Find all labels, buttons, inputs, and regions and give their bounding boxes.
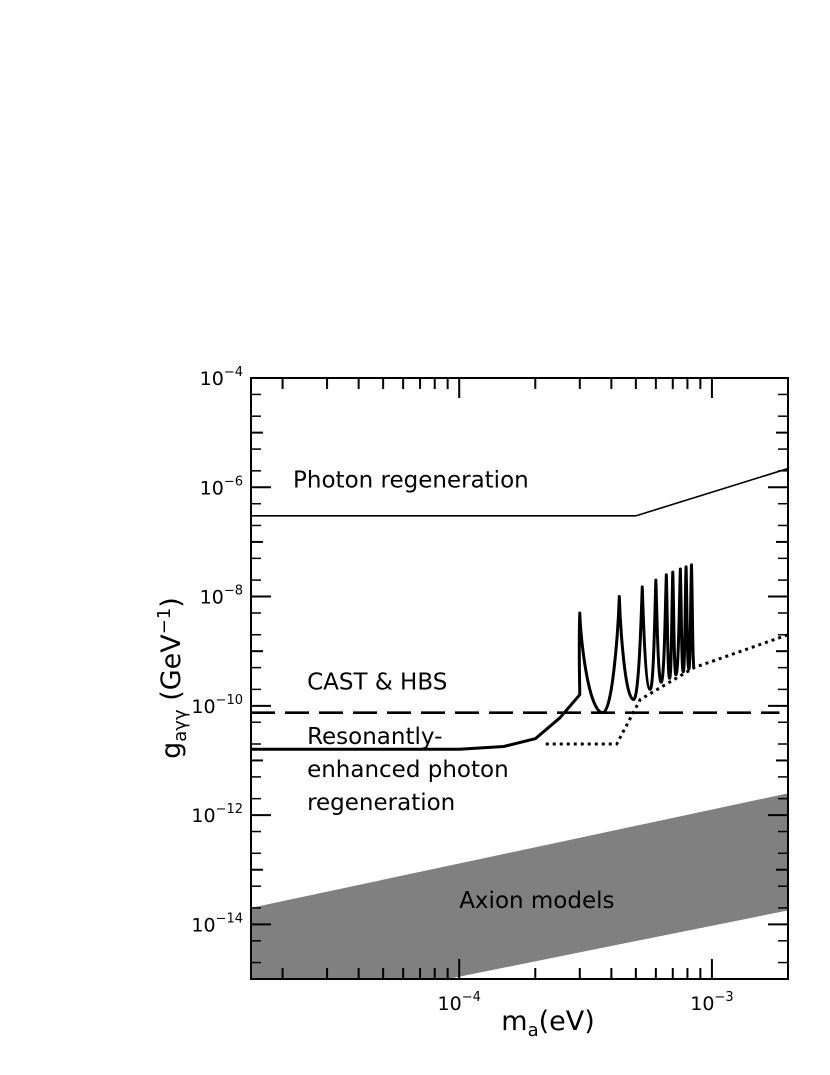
x-axis-title: ma(eV) xyxy=(501,1006,595,1041)
y-tick-label: 10−14 xyxy=(191,911,243,936)
chart-annotation: regeneration xyxy=(307,790,455,816)
chart-annotation: Axion models xyxy=(459,888,614,914)
chart-annotation: enhanced photon xyxy=(307,757,509,783)
y-tick-label: 10−12 xyxy=(191,802,243,827)
chart-annotation: Resonantly- xyxy=(307,724,442,750)
dotted-sensitivity-line xyxy=(545,633,788,746)
x-tick-label: 10−4 xyxy=(438,990,481,1015)
plot-frame xyxy=(250,377,789,980)
y-tick-label: 10−6 xyxy=(200,474,243,499)
x-tick-label: 10−3 xyxy=(690,990,733,1015)
y-tick-label: 10−4 xyxy=(200,365,243,390)
y-tick-label: 10−10 xyxy=(191,693,243,718)
photon-regeneration-line xyxy=(251,467,788,517)
chart-annotation: CAST & HBS xyxy=(307,669,447,695)
axion-models-band xyxy=(251,793,788,979)
resonant-regeneration-line xyxy=(251,563,696,751)
y-tick-label: 10−8 xyxy=(200,584,243,609)
y-axis-title: gaγγ (GeV−1) xyxy=(154,597,191,759)
chart-annotation: Photon regeneration xyxy=(293,467,529,493)
